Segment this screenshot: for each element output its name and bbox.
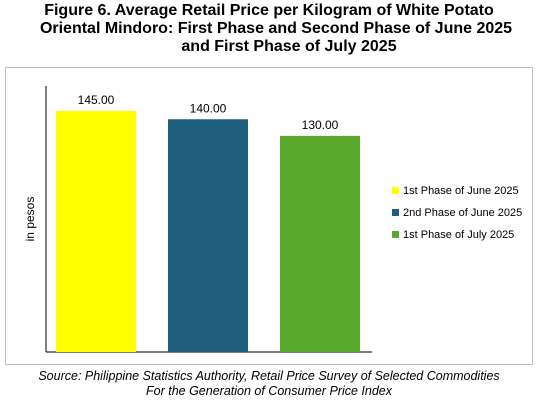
legend-label-1: 1st Phase of June 2025 (403, 185, 519, 197)
chart-title: Figure 6. Average Retail Price per Kilog… (0, 2, 538, 56)
legend-label-2: 2nd Phase of June 2025 (403, 207, 522, 219)
bar-2 (168, 119, 248, 352)
data-label-2: 140.00 (190, 101, 227, 115)
source-line-1: Source: Philippine Statistics Authority,… (38, 369, 500, 383)
legend-swatch-1 (392, 187, 399, 194)
chart-title-line-2: Oriental Mindoro: First Phase and Second… (39, 20, 513, 37)
chart-title-line-1: Figure 6. Average Retail Price per Kilog… (44, 2, 494, 19)
bar-1 (56, 110, 136, 352)
bar-3 (280, 135, 360, 352)
data-label-3: 130.00 (302, 118, 339, 132)
source-line-2: For the Generation of Consumer Price Ind… (146, 384, 392, 398)
data-label-1: 145.00 (78, 93, 115, 107)
legend-swatch-2 (392, 209, 399, 216)
chart-title-line-3: and First Phase of July 2025 (181, 38, 397, 55)
legend-swatch-3 (392, 231, 399, 238)
y-axis-label: in pesos (23, 197, 37, 242)
legend-label-3: 1st Phase of July 2025 (403, 229, 514, 241)
source-note: Source: Philippine Statistics Authority,… (0, 369, 538, 399)
